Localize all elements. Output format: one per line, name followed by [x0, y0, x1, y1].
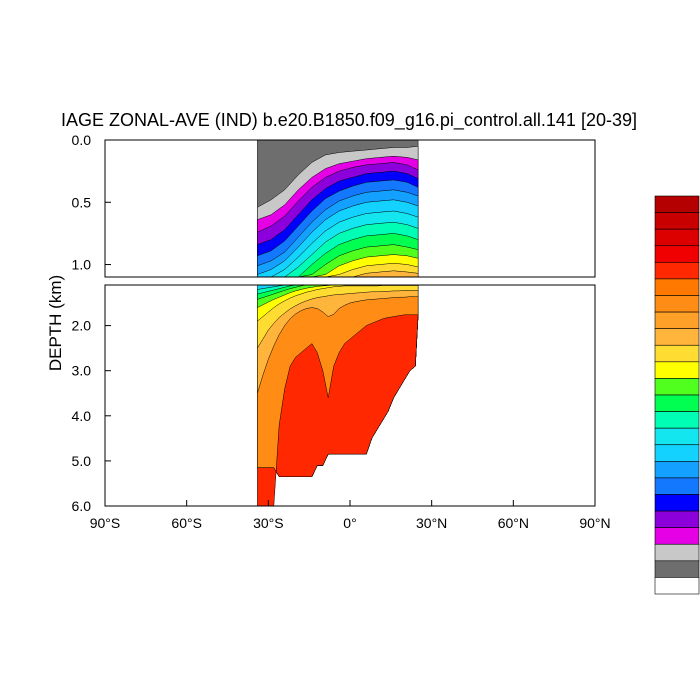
x-tick-label-1: 60°S: [171, 515, 202, 531]
colorbar-swatch-16: [654, 461, 700, 479]
top-contour-band-14: [257, 270, 419, 277]
y-tick-label-top-1: 0.5: [72, 194, 92, 210]
colorbar-swatch-0: [654, 195, 700, 213]
colorbar-swatch-17: [654, 477, 700, 495]
y-tick-label-bottom-1: 3.0: [72, 363, 92, 379]
y-axis-label: DEPTH (km): [46, 275, 65, 371]
x-tick-label-6: 90°N: [579, 515, 610, 531]
y-tick-label-bottom-2: 4.0: [72, 408, 92, 424]
top-panel-frame: [104, 139, 596, 278]
colorbar-swatch-15: [654, 444, 700, 462]
colorbar-swatch-7: [654, 311, 700, 329]
top-panel-data: [257, 140, 419, 277]
x-tick-label-4: 30°N: [416, 515, 447, 531]
colorbar-swatch-14: [654, 427, 700, 446]
colorbar-swatch-11: [654, 378, 700, 396]
colorbar-swatch-21: [654, 543, 700, 562]
colorbar-swatch-22: [654, 560, 700, 578]
colorbar-swatch-12: [654, 394, 700, 412]
colorbar-swatch-19: [654, 510, 700, 528]
colorbar-swatch-4: [654, 262, 700, 280]
y-tick-label-top-0: 0.0: [72, 132, 92, 148]
chart-title: IAGE ZONAL-AVE (IND) b.e20.B1850.f09_g16…: [61, 110, 637, 131]
x-tick-label-2: 30°S: [253, 515, 284, 531]
y-tick-label-bottom-0: 2.0: [72, 318, 92, 334]
y-tick-label-bottom-4: 6.0: [72, 498, 92, 514]
colorbar-swatch-1: [654, 212, 700, 230]
colorbar-swatch-3: [654, 245, 700, 263]
colorbar-swatch-23: [654, 577, 700, 595]
colorbar-swatch-8: [654, 328, 700, 346]
y-tick-label-top-2: 1.0: [72, 257, 92, 273]
axes: 90°S 60°S 30°S 0° 30°N 60°N 90°N 0.0 0.5 1.0 2.0 3.…: [72, 132, 611, 531]
colorbar-swatch-13: [654, 411, 700, 429]
colorbar-swatch-9: [654, 344, 700, 363]
colorbar-swatch-5: [654, 278, 700, 296]
colorbar-swatch-6: [654, 295, 700, 313]
colorbar: [654, 195, 700, 595]
x-tick-label-3: 0°: [343, 515, 356, 531]
x-tick-label-0: 90°S: [90, 515, 121, 531]
bottom-panel-data: [257, 285, 419, 506]
y-tick-label-bottom-3: 5.0: [72, 453, 92, 469]
x-tick-label-5: 60°N: [498, 515, 529, 531]
bottom-contour-band-8: [257, 314, 419, 506]
colorbar-swatch-10: [654, 361, 700, 379]
colorbar-swatch-20: [654, 527, 700, 545]
colorbar-swatch-2: [654, 228, 700, 247]
colorbar-swatch-18: [654, 494, 700, 512]
